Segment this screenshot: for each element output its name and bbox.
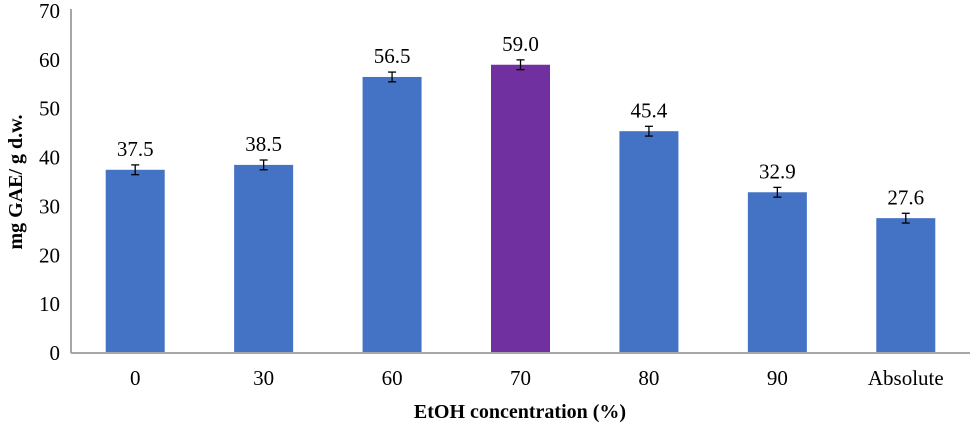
y-tick-label: 30 xyxy=(39,194,60,218)
data-label: 32.9 xyxy=(759,159,796,183)
bar-30 xyxy=(234,164,294,353)
error-bar xyxy=(388,71,397,83)
x-axis-title: EtOH concentration (%) xyxy=(414,401,626,423)
y-tick-label: 0 xyxy=(50,341,61,365)
error-bar xyxy=(773,186,782,198)
data-label: 45.4 xyxy=(631,98,668,122)
bar-70 xyxy=(491,64,550,353)
x-tick-label: 80 xyxy=(638,366,659,390)
bars: 37.5 38.5 56.5 59.0 45.4 32.9 27.6 xyxy=(105,32,936,353)
error-bar xyxy=(644,125,653,137)
y-tick-label: 20 xyxy=(39,243,60,267)
x-tick-label: 60 xyxy=(382,366,403,390)
x-axis-ticks: 0 30 60 70 80 90 Absolute xyxy=(130,366,944,390)
error-bar xyxy=(131,164,140,176)
error-bar xyxy=(901,212,910,224)
error-bar xyxy=(516,59,525,71)
y-tick-label: 70 xyxy=(39,0,60,23)
x-tick-label: 0 xyxy=(130,366,141,390)
y-tick-label: 50 xyxy=(39,97,60,121)
data-label: 56.5 xyxy=(374,44,411,68)
y-tick-label: 10 xyxy=(39,292,60,316)
bar-60 xyxy=(362,76,422,353)
y-axis-ticks: 0 10 20 30 40 50 60 70 xyxy=(39,0,60,365)
x-tick-label: 90 xyxy=(767,366,788,390)
x-tick-label: 70 xyxy=(510,366,531,390)
y-tick-label: 40 xyxy=(39,146,60,170)
data-label: 38.5 xyxy=(245,132,282,156)
x-tick-label: 30 xyxy=(253,366,274,390)
y-axis-title: mg GAE/ g d.w. xyxy=(5,114,27,249)
bar-absolute xyxy=(876,218,936,353)
data-label: 37.5 xyxy=(117,137,154,161)
bar-0 xyxy=(105,169,165,353)
data-label: 59.0 xyxy=(502,32,539,56)
bar-90 xyxy=(747,192,807,353)
data-label: 27.6 xyxy=(887,185,924,209)
bar-80 xyxy=(619,131,679,353)
x-tick-label: Absolute xyxy=(868,366,944,390)
y-tick-label: 60 xyxy=(39,48,60,72)
error-bar xyxy=(259,159,268,171)
